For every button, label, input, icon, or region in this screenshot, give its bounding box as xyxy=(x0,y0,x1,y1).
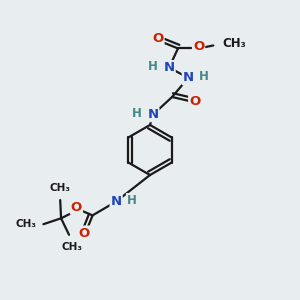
Text: CH₃: CH₃ xyxy=(223,37,247,50)
Text: N: N xyxy=(147,108,158,121)
Text: H: H xyxy=(132,107,142,120)
Text: O: O xyxy=(71,201,82,214)
Text: O: O xyxy=(189,95,200,108)
Text: N: N xyxy=(111,195,122,208)
Text: H: H xyxy=(148,60,158,73)
Text: H: H xyxy=(127,194,136,207)
Text: N: N xyxy=(164,61,175,74)
Text: CH₃: CH₃ xyxy=(50,183,71,193)
Text: O: O xyxy=(152,32,164,46)
Text: O: O xyxy=(79,226,90,239)
Text: CH₃: CH₃ xyxy=(15,219,36,229)
Text: CH₃: CH₃ xyxy=(61,242,82,252)
Text: H: H xyxy=(199,70,208,83)
Text: O: O xyxy=(193,40,204,52)
Text: N: N xyxy=(183,71,194,84)
